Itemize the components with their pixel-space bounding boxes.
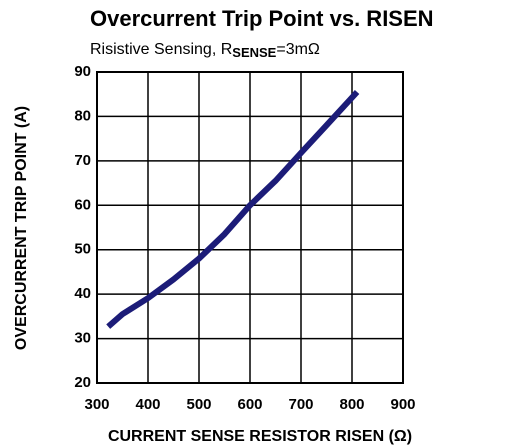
- chart-title: Overcurrent Trip Point vs. RISEN: [90, 6, 434, 31]
- y-tick-label: 90: [74, 63, 91, 80]
- y-tick-label: 20: [74, 374, 91, 391]
- x-tick-label: 600: [237, 396, 262, 413]
- y-tick-label: 60: [74, 196, 91, 213]
- data-line: [106, 89, 360, 329]
- x-axis-label: CURRENT SENSE RESISTOR RISEN (Ω): [108, 428, 412, 445]
- x-tick-label: 700: [288, 396, 313, 413]
- x-tick-label: 500: [186, 396, 211, 413]
- subtitle-prefix: Risistive Sensing, R: [90, 41, 232, 58]
- y-axis-label: OVERCURRENT TRIP POINT (A): [13, 106, 30, 350]
- x-tick-label: 400: [135, 396, 160, 413]
- x-tick-label: 900: [390, 396, 415, 413]
- x-tick-label: 300: [84, 396, 109, 413]
- y-tick-label: 30: [74, 330, 91, 347]
- chart-subtitle: Risistive Sensing, RSENSE=3mΩ: [90, 41, 320, 60]
- y-tick-label: 40: [74, 285, 91, 302]
- subtitle-suffix: =3mΩ: [276, 41, 320, 58]
- y-tick-label: 70: [74, 152, 91, 169]
- subtitle-subscript: SENSE: [232, 45, 276, 60]
- y-tick-label: 50: [74, 241, 91, 258]
- x-tick-label: 800: [339, 396, 364, 413]
- y-tick-label: 80: [74, 107, 91, 124]
- plot-frame: [96, 71, 404, 384]
